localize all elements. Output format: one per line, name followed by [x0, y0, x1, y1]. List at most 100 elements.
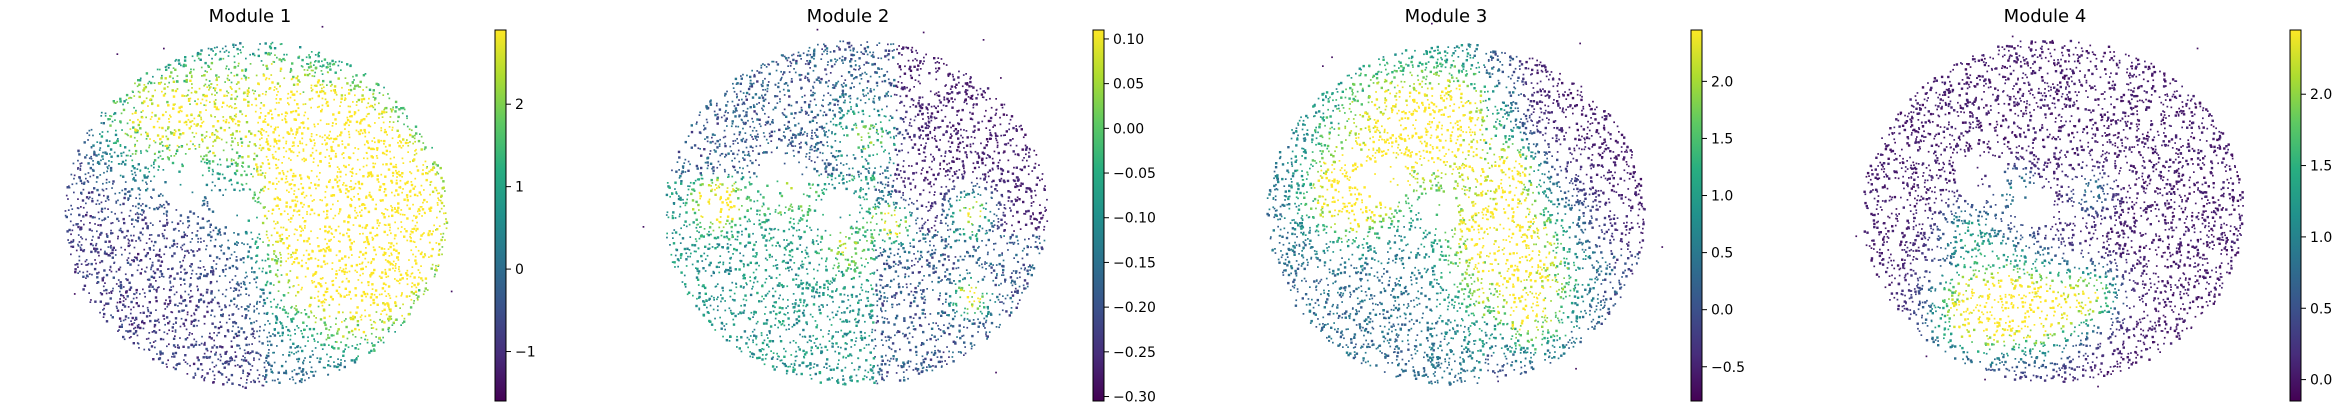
scatter-point	[296, 325, 298, 327]
scatter-point	[110, 155, 113, 158]
scatter-point	[304, 225, 306, 227]
scatter-point	[925, 142, 927, 145]
scatter-point	[376, 178, 379, 181]
scatter-point	[996, 141, 999, 144]
scatter-point	[367, 242, 370, 246]
scatter-point	[947, 99, 951, 103]
scatter-point	[939, 126, 942, 128]
scatter-point	[896, 177, 898, 180]
scatter-point	[262, 305, 265, 307]
scatter-point	[193, 117, 196, 120]
scatter-point	[429, 209, 432, 212]
scatter-point	[112, 180, 115, 183]
scatter-point	[985, 157, 988, 159]
scatter-point	[134, 174, 137, 177]
scatter-point	[415, 246, 417, 248]
scatter-point	[165, 68, 168, 71]
scatter-point	[150, 240, 153, 243]
scatter-point	[1007, 190, 1010, 193]
scatter-point	[906, 86, 908, 89]
scatter-point	[385, 295, 388, 297]
scatter-point	[234, 103, 236, 105]
scatter-point	[158, 329, 161, 331]
scatter-point	[923, 147, 926, 150]
scatter-point	[997, 167, 1000, 170]
scatter-point	[1042, 214, 1045, 217]
scatter-point	[410, 183, 414, 187]
scatter-point	[158, 206, 161, 209]
scatter-point	[381, 287, 385, 290]
scatter-point	[91, 216, 95, 219]
scatter-point	[313, 280, 316, 283]
scatter-point	[213, 100, 216, 103]
scatter-point	[415, 148, 417, 151]
scatter-point	[315, 84, 318, 87]
scatter-point	[373, 268, 376, 272]
scatter-point	[174, 331, 177, 333]
scatter-point	[368, 194, 371, 197]
scatter-point	[300, 65, 303, 67]
scatter-point	[414, 134, 416, 137]
scatter-point	[236, 304, 238, 307]
scatter-point	[259, 238, 261, 240]
scatter-point	[325, 247, 329, 250]
scatter-point	[907, 151, 910, 154]
scatter-point	[225, 65, 228, 68]
scatter-point	[114, 141, 117, 144]
scatter-point	[322, 300, 325, 302]
scatter-point	[922, 62, 924, 65]
scatter-point	[226, 329, 230, 332]
scatter-point	[336, 166, 339, 168]
colorbar-tick-label: −1	[515, 345, 536, 361]
scatter-point	[392, 267, 394, 270]
scatter-point	[359, 316, 362, 318]
scatter-point	[148, 349, 151, 351]
scatter-point	[223, 129, 226, 132]
scatter-point	[345, 121, 348, 125]
scatter-point	[87, 262, 90, 265]
scatter-point	[388, 261, 391, 264]
scatter-point	[924, 126, 928, 130]
scatter-point	[285, 371, 288, 374]
scatter-point	[914, 79, 917, 81]
scatter-point	[956, 114, 958, 116]
scatter-point	[944, 155, 946, 158]
scatter-point	[278, 381, 281, 384]
scatter-point	[321, 304, 324, 307]
scatter-point	[226, 381, 229, 384]
scatter-point	[1003, 143, 1006, 146]
scatter-point	[144, 222, 148, 225]
scatter-point	[196, 230, 199, 232]
scatter-point	[224, 295, 227, 298]
scatter-point	[119, 97, 122, 101]
scatter-point	[188, 332, 191, 334]
scatter-point	[354, 94, 356, 97]
scatter-point	[1008, 128, 1010, 131]
scatter-point	[205, 135, 208, 137]
scatter-point	[948, 150, 950, 152]
scatter-point	[344, 344, 348, 347]
scatter-point	[268, 331, 270, 334]
scatter-point	[205, 244, 208, 247]
scatter-point	[935, 339, 937, 342]
scatter-point	[251, 327, 254, 331]
scatter-point	[335, 272, 338, 276]
scatter-point	[125, 278, 127, 280]
scatter-point	[282, 226, 285, 229]
scatter-point	[139, 326, 142, 330]
scatter-point	[1018, 154, 1020, 157]
scatter-point	[295, 257, 299, 260]
scatter-point	[294, 333, 296, 335]
scatter-point	[354, 294, 358, 297]
scatter-point	[350, 264, 353, 268]
scatter-point	[223, 366, 226, 369]
scatter-point	[241, 242, 243, 244]
scatter-point	[263, 312, 266, 315]
scatter-point	[280, 339, 284, 343]
scatter-point	[206, 288, 209, 291]
scatter-point	[186, 271, 188, 274]
scatter-point	[197, 305, 200, 309]
scatter-point	[174, 89, 178, 93]
scatter-point	[945, 170, 948, 173]
scatter-point	[137, 79, 140, 82]
